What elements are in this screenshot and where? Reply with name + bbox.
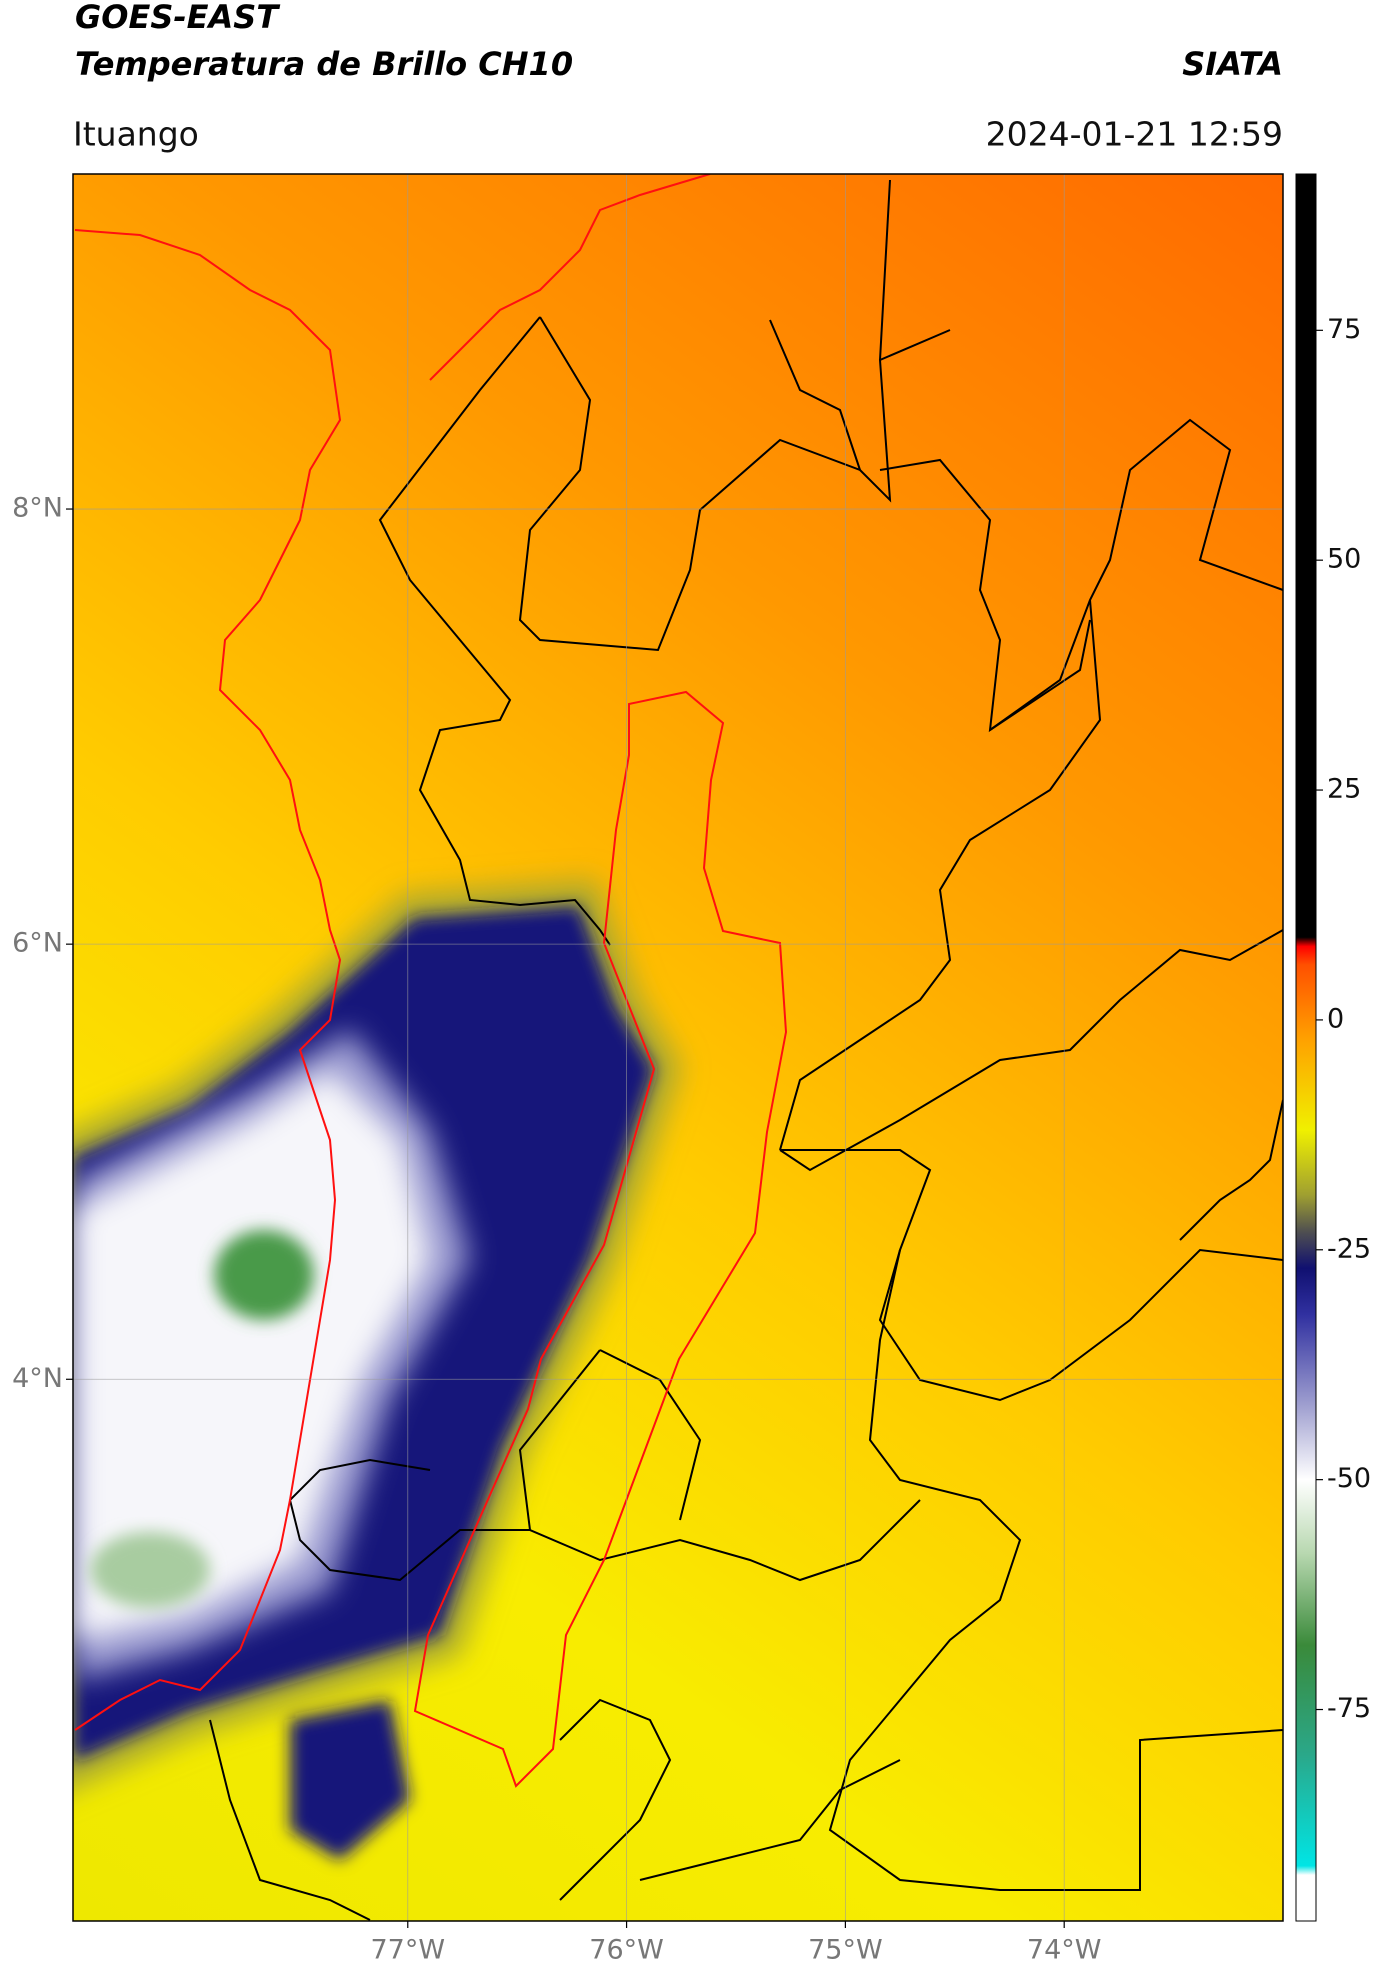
colorbar-tick-label: 0 <box>1327 1003 1344 1034</box>
colorbar-tick-label: -75 <box>1327 1693 1371 1724</box>
title: GOES-EAST <box>75 0 280 36</box>
cloud-cold <box>290 1700 410 1860</box>
colorbar-tick-label: 75 <box>1327 314 1361 345</box>
x-tick-label: 75°W <box>808 1935 883 1966</box>
colorbar-fill <box>1295 173 1317 1922</box>
source: SIATA <box>1182 45 1283 83</box>
colorbar-tick-label: 25 <box>1327 774 1361 805</box>
x-tick-label: 76°W <box>589 1935 664 1966</box>
y-tick-label: 6°N <box>12 928 63 959</box>
borders <box>209 179 1283 1921</box>
x-tick-label: 77°W <box>370 1935 445 1966</box>
map-imagery <box>73 174 1283 1921</box>
colorbar: 75 50 25 0 -25 -50 -75 <box>1295 173 1371 1922</box>
colorbar-tick-label: -50 <box>1327 1463 1371 1494</box>
x-tick-label: 74°W <box>1027 1935 1102 1966</box>
cloud-top <box>75 1070 430 1640</box>
location: Ituango <box>73 115 199 154</box>
colorbar-tick-label: 50 <box>1327 544 1361 575</box>
map-frame <box>72 173 1284 1922</box>
y-tick-label: 8°N <box>12 493 63 524</box>
colorbar-tick-label: -25 <box>1327 1233 1371 1264</box>
y-tick-label: 4°N <box>12 1363 63 1394</box>
subtitle: Temperatura de Brillo CH10 <box>75 45 573 83</box>
datetime: 2024-01-21 12:59 <box>986 115 1283 154</box>
cloud-green <box>214 1230 314 1320</box>
cloud-green <box>90 1532 210 1608</box>
admin-boundary <box>74 174 788 1788</box>
gridlines: 77°W 76°W 75°W 74°W 8°N 6°N 4°N <box>12 174 1283 1966</box>
